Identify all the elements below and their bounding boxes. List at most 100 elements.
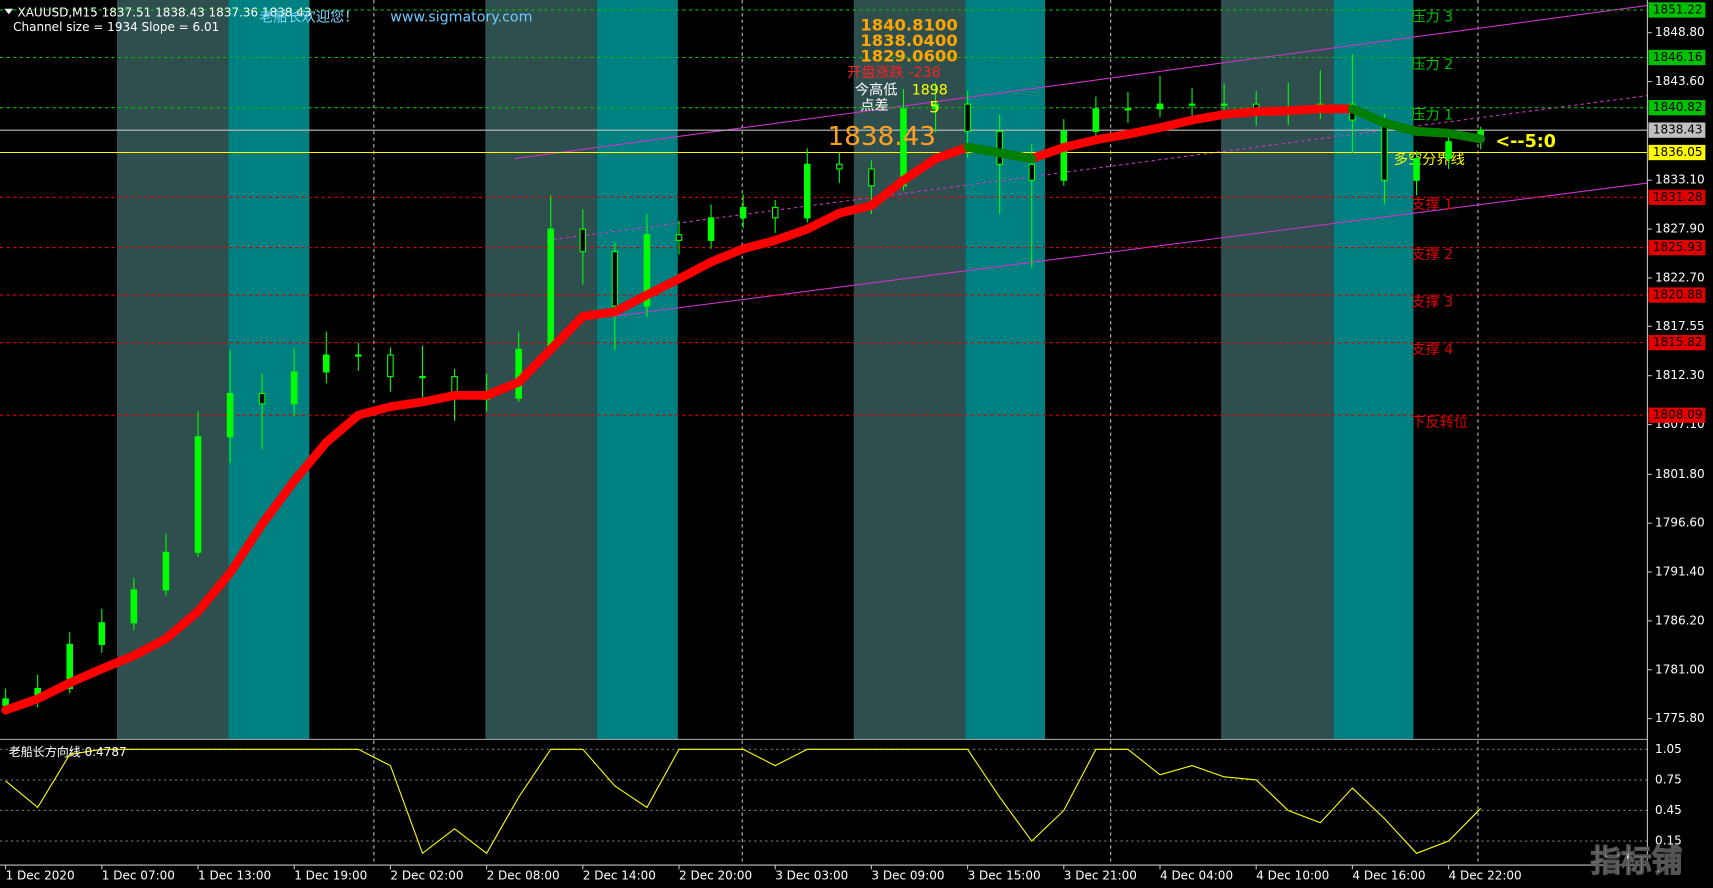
level-value: 1825.93 — [1653, 240, 1703, 254]
x-tick-label: 4 Dec 10:00 — [1256, 868, 1329, 882]
candle-body — [932, 103, 939, 110]
ma-down-segment — [1348, 104, 1389, 128]
menu-triangle[interactable] — [4, 8, 14, 15]
oscillator-title: 老船长方向线 0.4787 — [9, 744, 127, 759]
candle-body — [1028, 163, 1036, 181]
candle-body — [258, 392, 266, 405]
candle-body — [836, 163, 843, 170]
y-tick-label: 1775.80 — [1655, 711, 1705, 725]
level-value: 1840.82 — [1653, 100, 1703, 114]
ma-down-segment — [1444, 128, 1486, 144]
candle-body — [707, 217, 715, 241]
x-tick-label: 1 Dec 2020 — [6, 868, 75, 882]
chart-subtitle: Channel size = 1934 Slope = 6.01 — [13, 20, 219, 34]
candle-body — [803, 163, 811, 219]
candle-body — [130, 589, 138, 624]
y-tick-label: 1827.90 — [1655, 222, 1705, 236]
level-box — [1648, 189, 1706, 205]
candle-body — [579, 228, 587, 253]
level-name: 下反转位 — [1411, 415, 1468, 431]
candle-body — [1381, 119, 1388, 181]
level-value: 1836.05 — [1653, 145, 1703, 159]
level-value: 1851.22 — [1653, 2, 1703, 16]
level-box — [1648, 407, 1706, 423]
candle-body — [1060, 130, 1068, 181]
candle-body — [739, 206, 747, 219]
session-band — [596, 0, 678, 740]
level-name: 支撑 3 — [1411, 295, 1453, 311]
level-value: 1846.16 — [1653, 50, 1703, 64]
candle-body — [1445, 141, 1452, 160]
candle-body — [355, 354, 362, 357]
candle-body — [98, 622, 106, 645]
candle-body — [1413, 158, 1420, 181]
candle-body — [547, 228, 555, 350]
level-name: 支撑 4 — [1411, 342, 1453, 358]
annotation: 开盘涨跌 -238 — [847, 64, 941, 81]
candle-body — [1188, 103, 1196, 106]
channel-line — [514, 4, 1648, 160]
candle-body — [419, 376, 426, 379]
candle-body — [900, 108, 907, 187]
y-tick-label: 1848.80 — [1655, 25, 1705, 39]
x-tick-label: 2 Dec 02:00 — [390, 868, 463, 882]
y-tick-label: 1843.60 — [1655, 74, 1705, 88]
x-tick-label: 1 Dec 07:00 — [102, 868, 175, 882]
level-name: 压力 2 — [1411, 57, 1453, 73]
x-tick-label: 4 Dec 16:00 — [1352, 868, 1425, 882]
y-tick-label: 1817.55 — [1655, 319, 1705, 333]
x-tick-label: 2 Dec 20:00 — [679, 868, 752, 882]
ma-down-segment — [963, 142, 1005, 158]
session-band — [965, 0, 1046, 740]
x-tick-label: 1 Dec 19:00 — [294, 868, 367, 882]
candle-body — [868, 168, 875, 187]
level-name: 压力 1 — [1411, 107, 1453, 123]
level-box — [1648, 49, 1706, 66]
level-name: 压力 3 — [1411, 10, 1453, 26]
candle-body — [226, 392, 234, 438]
level-box — [1648, 122, 1706, 138]
annotation: 1838.0400 — [860, 31, 957, 50]
y-tick-label: 1812.30 — [1655, 368, 1705, 382]
x-tick-label: 2 Dec 14:00 — [583, 868, 656, 882]
y-tick-label: 0.45 — [1655, 803, 1682, 817]
x-tick-label: 4 Dec 04:00 — [1160, 868, 1233, 882]
level-value: 1831.28 — [1653, 190, 1703, 204]
candle-body — [1220, 103, 1228, 106]
chart-title: XAUUSD,M15 1837.51 1838.43 1837.36 1838.… — [17, 6, 311, 20]
y-tick-label: 1796.60 — [1655, 516, 1705, 530]
annotation: 1838.43 — [828, 122, 936, 152]
level-name: 多空分界线 — [1394, 151, 1465, 168]
candle-body — [2, 698, 9, 707]
oscillator-line — [5, 748, 1482, 855]
level-name: 支撑 2 — [1411, 247, 1453, 263]
annotation: 1829.0600 — [860, 46, 957, 65]
level-box — [1648, 287, 1706, 303]
x-tick-label: 3 Dec 21:00 — [1064, 868, 1137, 882]
x-tick-label: 3 Dec 09:00 — [871, 868, 944, 882]
candle-body — [1124, 108, 1132, 111]
welcome-text: 老船长欢迎您！ — [259, 8, 358, 25]
level-value: 1815.82 — [1653, 335, 1703, 349]
candle-body — [675, 234, 683, 241]
candle-body — [1092, 108, 1100, 132]
level-value: 1838.43 — [1653, 123, 1703, 137]
candle-body — [162, 551, 170, 591]
channel-line — [610, 182, 1648, 318]
annotation: 1840.8100 — [860, 16, 957, 35]
session-bands — [116, 0, 1479, 866]
level-box — [1648, 334, 1706, 351]
y-tick-label: 1791.40 — [1655, 565, 1705, 579]
candle-body — [322, 354, 330, 373]
candle-body — [964, 103, 971, 132]
session-band — [1221, 0, 1334, 740]
y-tick-label: 1833.10 — [1655, 173, 1705, 187]
y-tick-label: 0.15 — [1655, 834, 1682, 848]
level-value: 1820.88 — [1653, 288, 1703, 302]
ma-down-segment — [1412, 127, 1453, 138]
level-box — [1648, 239, 1706, 256]
ma-line — [1, 104, 1486, 715]
level-box — [1648, 100, 1706, 116]
oscillator-chart: 1.05 0.75 0.45 0.15 — [0, 742, 1682, 855]
